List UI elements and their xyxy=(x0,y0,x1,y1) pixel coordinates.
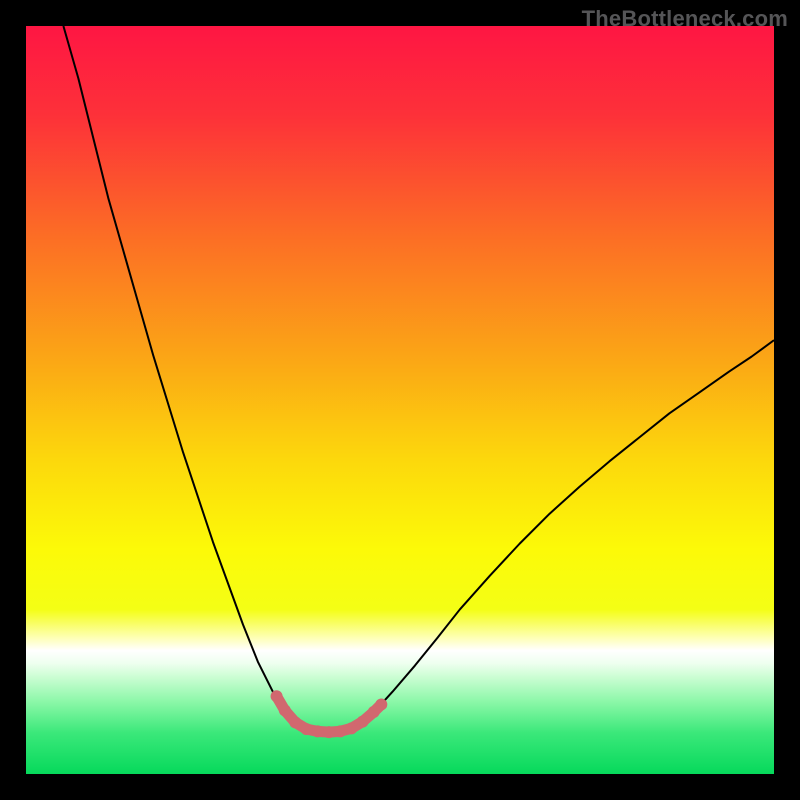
valley-dot xyxy=(334,725,346,737)
chart-svg xyxy=(26,26,774,774)
valley-dot xyxy=(323,726,335,738)
valley-dot xyxy=(289,716,301,728)
valley-dot xyxy=(345,722,357,734)
watermark-text: TheBottleneck.com xyxy=(582,6,788,32)
plot-area xyxy=(26,26,774,774)
gradient-background xyxy=(26,26,774,774)
chart-frame: TheBottleneck.com xyxy=(0,0,800,800)
valley-dot xyxy=(301,723,313,735)
valley-dot xyxy=(279,704,291,716)
valley-dot xyxy=(375,698,387,710)
valley-dot xyxy=(312,725,324,737)
valley-dot xyxy=(357,716,369,728)
valley-dot xyxy=(271,690,283,702)
